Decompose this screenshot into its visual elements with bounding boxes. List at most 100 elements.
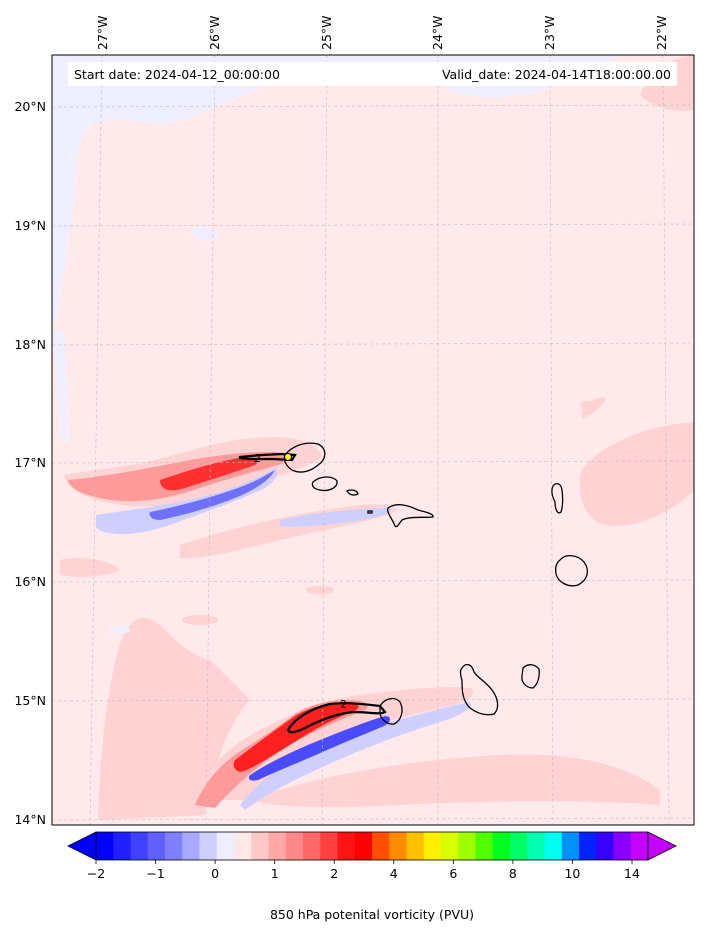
colorbar: −2 −1 0 1 2 4 6 8 10 14 850 hPa potenital vortici… [67, 831, 677, 922]
pv-small-feature [182, 615, 218, 625]
colorbar-cell [389, 832, 407, 860]
colorbar-cell [96, 832, 114, 860]
colorbar-cell [268, 832, 287, 860]
colorbar-cell [475, 832, 494, 860]
colorbar-tick-label: 10 [564, 866, 580, 881]
island-santiago [459, 663, 499, 716]
colorbar-cell [147, 832, 166, 860]
colorbar-cell [216, 832, 235, 860]
map-plot-area [52, 55, 694, 825]
date-info-box [68, 62, 677, 86]
colorbar-cell [372, 832, 390, 860]
pv-light-pink-region [250, 754, 660, 807]
island-santo-antao [283, 442, 326, 473]
island-boa-vista [554, 555, 589, 587]
pv-northern-blue-band [149, 470, 275, 520]
colorbar-cell [320, 832, 338, 860]
colorbar-cell [406, 832, 425, 860]
island-sao-vicente [311, 476, 338, 492]
colorbar-cell [285, 832, 304, 860]
contour-2pvu-south [286, 702, 387, 734]
lon-label: 25°W [319, 15, 334, 50]
colorbar-cell [527, 832, 545, 860]
colorbar-tick-label: 0 [211, 866, 219, 881]
pv-small-feature [580, 401, 600, 409]
pv-small-feature [110, 626, 130, 634]
contour-label-north: 2 [254, 452, 261, 465]
colorbar-tick-label: −2 [87, 866, 105, 881]
colorbar-cell [165, 832, 183, 860]
island-fogo [379, 697, 403, 725]
lat-label: 19°N [14, 218, 46, 233]
island-sal [551, 483, 564, 514]
graticule [52, 55, 694, 825]
island-sao-nicolau-islet [367, 510, 373, 514]
colorbar-cell [130, 832, 149, 860]
longitude-labels: 27°W 26°W 25°W 24°W 23°W 22°W [95, 15, 669, 50]
colorbar-tick-label: 1 [271, 866, 279, 881]
lat-label: 14°N [14, 812, 46, 827]
pv-contours [238, 452, 387, 734]
colorbar-cells [96, 832, 649, 860]
colorbar-cell [251, 832, 269, 860]
pv-northern-blue-band [280, 508, 391, 527]
colorbar-cell [234, 832, 252, 860]
island-maio [521, 664, 540, 689]
colorbar-cell [579, 832, 597, 860]
latitude-labels: 20°N 19°N 18°N 17°N 16°N 15°N 14°N [14, 99, 46, 827]
lat-label: 18°N [14, 337, 46, 352]
island-sao-nicolau [386, 504, 434, 528]
colorbar-tick-label: 2 [330, 866, 338, 881]
colorbar-cell [199, 832, 218, 860]
pv-southern-blue-band [240, 702, 471, 810]
colorbar-cell [596, 832, 614, 860]
pv-northern-red-band [160, 457, 258, 491]
pv-northern-blue-band [96, 468, 278, 535]
colorbar-cell [561, 832, 580, 860]
colorbar-outline [95, 831, 649, 861]
colorbar-cell [492, 832, 511, 860]
colorbar-cell [544, 832, 563, 860]
colorbar-tick-label: 14 [624, 866, 640, 881]
colorbar-cell [441, 832, 459, 860]
colorbar-cell [510, 832, 528, 860]
colorbar-extend-high [647, 831, 677, 861]
valid-date-label: Valid_date: 2024-04-14T18:00:00.00 [442, 67, 671, 82]
colorbar-tick-label: 8 [509, 866, 517, 881]
lon-label: 27°W [95, 15, 110, 50]
lon-label: 22°W [654, 15, 669, 50]
colorbar-cell [630, 832, 649, 860]
contour-2pvu-north [238, 452, 297, 462]
colorbar-cell [337, 832, 356, 860]
colorbar-ticks: −2 −1 0 1 2 4 6 8 10 14 [87, 860, 640, 881]
colorbar-cell [423, 832, 442, 860]
lat-label: 20°N [14, 99, 46, 114]
lon-label: 23°W [542, 15, 557, 50]
pv-light-blue-region [190, 225, 218, 241]
colorbar-cell [182, 832, 200, 860]
island-santa-luzia [346, 489, 359, 496]
colorbar-cell [458, 832, 476, 860]
lat-label: 15°N [14, 693, 46, 708]
colorbar-tick-label: 4 [390, 866, 398, 881]
lat-label: 17°N [14, 455, 46, 470]
colorbar-cell [113, 832, 131, 860]
pv-southern-red-band [195, 700, 368, 808]
start-date-label: Start date: 2024-04-12_00:00:00 [74, 67, 280, 82]
pv-light-pink-region [579, 422, 694, 526]
colorbar-cell [303, 832, 321, 860]
lon-label: 24°W [430, 15, 445, 50]
coastlines [283, 442, 589, 725]
map-frame [51, 54, 695, 826]
pv-small-feature [306, 586, 334, 594]
colorbar-cell [613, 832, 632, 860]
colorbar-tick-label: −1 [146, 866, 164, 881]
pv-southern-blue-band [248, 716, 391, 781]
colorbar-label: 850 hPa potenital vorticity (PVU) [270, 907, 474, 922]
pv-light-pink-region [60, 558, 120, 577]
colorbar-extend-low [67, 831, 97, 861]
contour-label-south: 2 [340, 698, 347, 711]
pv-light-blue-region [52, 330, 70, 445]
lon-label: 26°W [207, 15, 222, 50]
